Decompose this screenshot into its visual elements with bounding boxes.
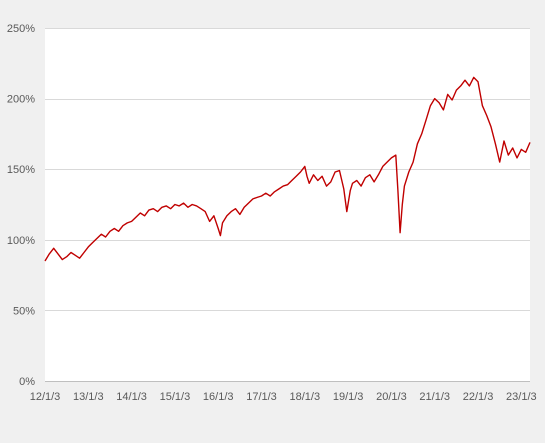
- x-tick-label: 21/1/3: [419, 391, 450, 403]
- y-tick-label: 100%: [7, 235, 35, 247]
- x-tick-label: 13/1/3: [73, 391, 104, 403]
- x-tick-label: 16/1/3: [203, 391, 234, 403]
- gridlines: [45, 28, 530, 311]
- y-tick-label: 250%: [7, 23, 35, 35]
- x-tick-label: 18/1/3: [290, 391, 321, 403]
- y-tick-label: 50%: [13, 305, 35, 317]
- x-tick-label: 19/1/3: [333, 391, 364, 403]
- x-tick-label: 23/1/3: [506, 391, 537, 403]
- x-tick-label: 14/1/3: [116, 391, 147, 403]
- y-tick-label: 200%: [7, 94, 35, 106]
- series-line: [44, 76, 531, 262]
- x-tick-label: 17/1/3: [246, 391, 277, 403]
- x-tick-label: 12/1/3: [30, 391, 61, 403]
- y-tick-label: 150%: [7, 164, 35, 176]
- y-tick-label: 0%: [19, 376, 35, 388]
- x-tick-label: 15/1/3: [160, 391, 191, 403]
- plot-area-background: [45, 28, 530, 381]
- x-tick-label: 22/1/3: [463, 391, 494, 403]
- x-tick-label: 20/1/3: [376, 391, 407, 403]
- x-axis-tick-labels: 12/1/3 13/1/3 14/1/3 15/1/3 16/1/3 17/1/3 18/1…: [30, 391, 537, 403]
- y-axis-tick-labels: 0% 50% 100% 150% 200% 250%: [7, 23, 35, 388]
